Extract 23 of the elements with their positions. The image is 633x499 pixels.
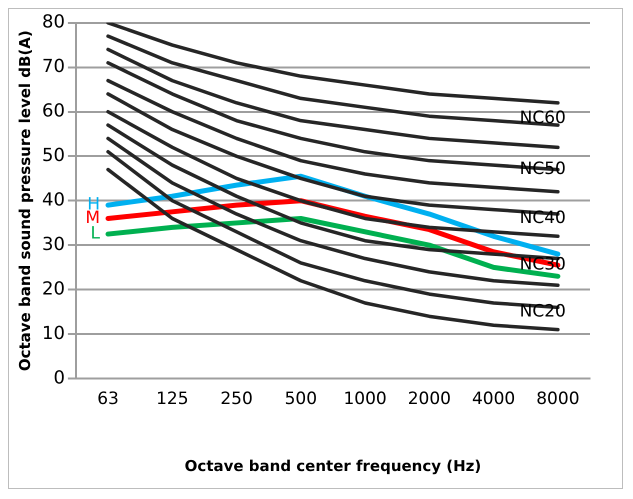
y-tick-label: 10 (42, 322, 65, 344)
x-tick-label: 500 (284, 389, 318, 410)
y-tick-label: 60 (42, 100, 65, 122)
x-tick-label: 1000 (343, 389, 387, 410)
x-tick-label: 63 (97, 389, 119, 410)
y-tick-label: 80 (42, 11, 65, 32)
y-tick-label: 50 (42, 144, 65, 166)
y-tick-label: 20 (42, 278, 65, 300)
y-tick-label: 40 (42, 189, 65, 210)
x-axis-title: Octave band center frequency (Hz) (184, 456, 482, 475)
y-tick-label: 70 (42, 56, 65, 77)
annotation: NC20 (520, 301, 566, 322)
x-tick-label: 125 (156, 389, 189, 410)
x-tick-label: 4000 (472, 389, 516, 410)
x-tick-label: 250 (220, 389, 253, 410)
y-tick-label: 30 (42, 234, 65, 255)
annotation: NC60 (520, 108, 566, 128)
annotation: NC40 (520, 208, 566, 228)
series-label: L (90, 223, 101, 244)
y-axis-title: Octave band sound pressure level dB(A) (16, 30, 34, 372)
y-tick-label: 0 (53, 367, 65, 388)
x-tick-label: 8000 (536, 389, 580, 410)
x-tick-label: 2000 (408, 389, 451, 410)
